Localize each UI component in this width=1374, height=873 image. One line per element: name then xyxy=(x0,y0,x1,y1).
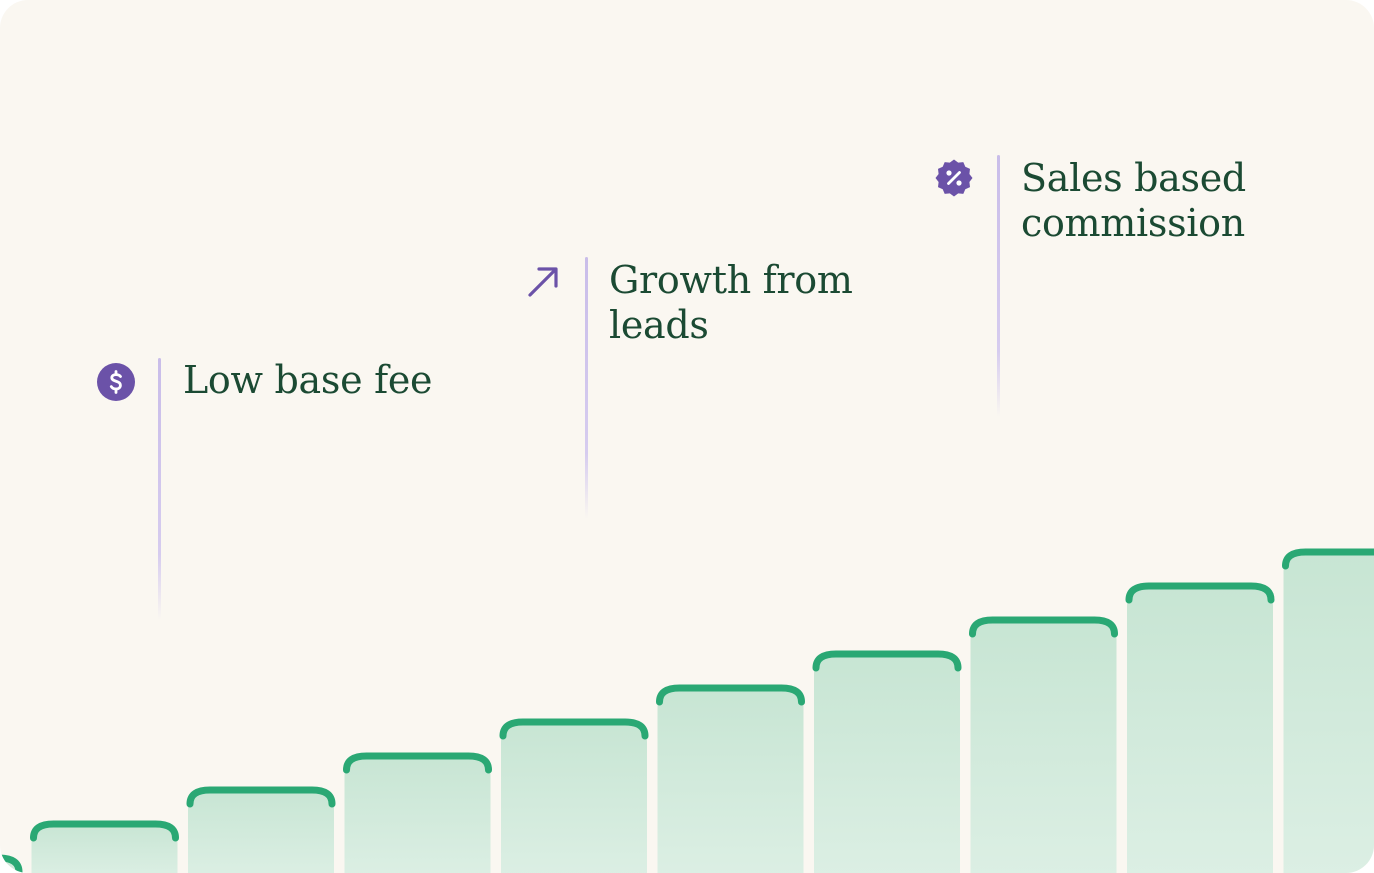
commission-label-line1: Sales based xyxy=(1021,156,1246,200)
growth-label: Growth from leads xyxy=(609,258,853,348)
commission-callout-line xyxy=(997,155,1000,417)
bar xyxy=(814,652,960,873)
bar-top-accent xyxy=(343,752,492,774)
growth-callout-line xyxy=(585,257,588,519)
bar xyxy=(970,618,1117,873)
bar xyxy=(1127,584,1273,873)
bar-top-accent xyxy=(1125,582,1275,604)
growth-label-line2: leads xyxy=(609,303,709,347)
bar xyxy=(1283,550,1374,873)
bar-top-accent xyxy=(1282,548,1374,570)
arrow-up-right-icon xyxy=(524,262,564,302)
percent-badge-icon xyxy=(934,158,974,198)
bar xyxy=(501,720,647,873)
dollar-coin-icon xyxy=(96,362,136,402)
commission-label-line2: commission xyxy=(1021,201,1245,245)
bar-top-accent xyxy=(812,650,962,672)
bar-top-accent xyxy=(186,786,336,808)
bar-top-accent xyxy=(0,854,23,873)
growth-label-line1: Growth from xyxy=(609,258,853,302)
base-fee-label-text: Low base fee xyxy=(183,358,433,402)
bar xyxy=(31,822,178,873)
base-fee-label: Low base fee xyxy=(183,358,433,403)
bar xyxy=(188,788,334,873)
bar-top-accent xyxy=(969,616,1118,638)
commission-label: Sales based commission xyxy=(1021,156,1246,246)
base-fee-callout-line xyxy=(158,358,161,620)
bar-top-accent xyxy=(499,718,649,740)
bar-top-accent xyxy=(30,820,179,842)
bar xyxy=(344,754,491,873)
bar xyxy=(657,686,804,873)
bar-top-accent xyxy=(656,684,805,706)
